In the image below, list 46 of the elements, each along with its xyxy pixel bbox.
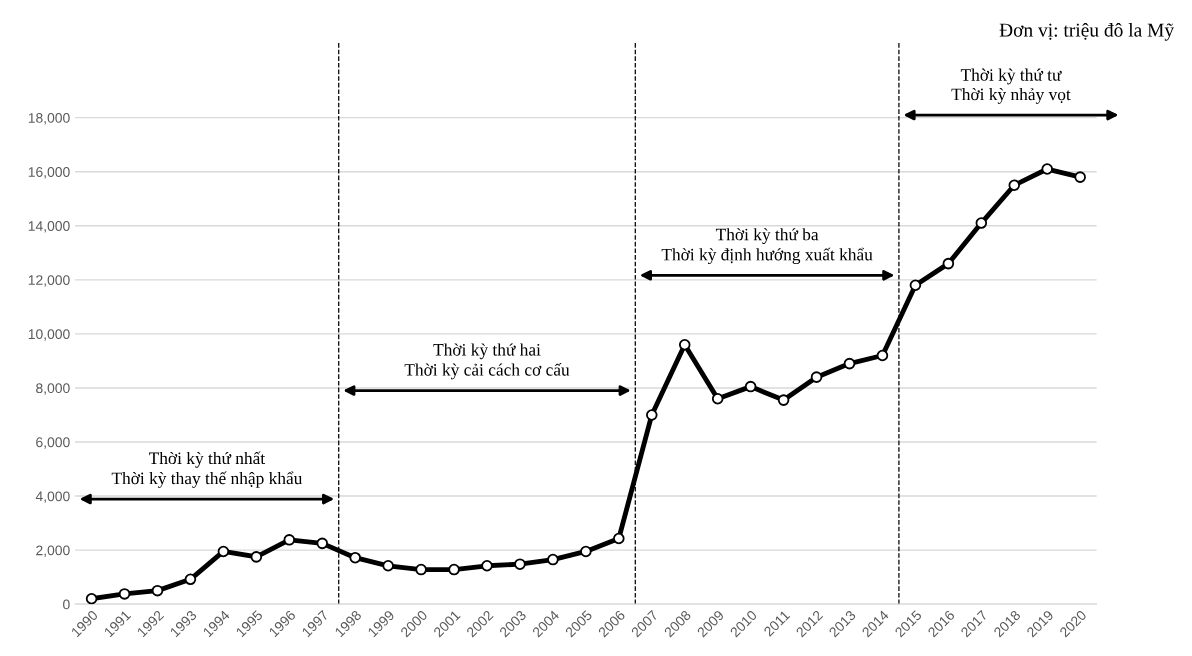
point [217,545,230,558]
point [283,534,296,546]
point [547,553,559,566]
text: Đơn vị: triệu đô la Mỹ [999,22,1175,41]
point [151,584,164,597]
point [646,409,658,421]
y-tick-label: 10,000 [28,329,70,341]
point [85,593,98,605]
point [678,338,691,351]
point [580,545,592,558]
point [1074,171,1086,183]
point [415,563,427,576]
annotation: Thời kỳ thứ ba Thời kỳ định hướng xuất khẩu [661,228,873,265]
y-tick-label: 2,000 [36,545,70,557]
annotation: Thời kỳ thứ tư Thời kỳ nhảy vọt [951,68,1071,104]
point [843,357,856,370]
y-tick-label: 0 [63,599,70,610]
point [316,537,329,550]
point [876,349,889,362]
point [250,551,263,563]
y-tick-label: 12,000 [28,275,70,287]
y-tick-label: 18,000 [28,113,70,125]
y-tick-label: 16,000 [28,167,70,179]
point [448,563,460,576]
y-tick-label: 14,000 [28,221,70,233]
point [777,394,790,406]
point [118,588,131,600]
point [349,551,361,564]
point [1008,179,1021,192]
point [1041,163,1053,175]
point [810,371,823,383]
point [744,380,757,393]
point [942,257,955,270]
point [975,217,988,229]
point [184,573,197,586]
y-tick-label: 8,000 [36,383,70,395]
annotation: Thời kỳ thứ nhất Thời kỳ thay thế nhập khẩu [111,451,303,488]
point [909,279,922,292]
point [382,560,394,572]
point [711,392,724,405]
annotation: Thời kỳ thứ hai Thời kỳ cải cách cơ cấu [404,343,570,380]
y-tick-label: 6,000 [36,437,70,449]
y-tick-label: 4,000 [35,491,70,503]
point [481,560,493,572]
point [514,558,526,570]
point [613,532,625,545]
